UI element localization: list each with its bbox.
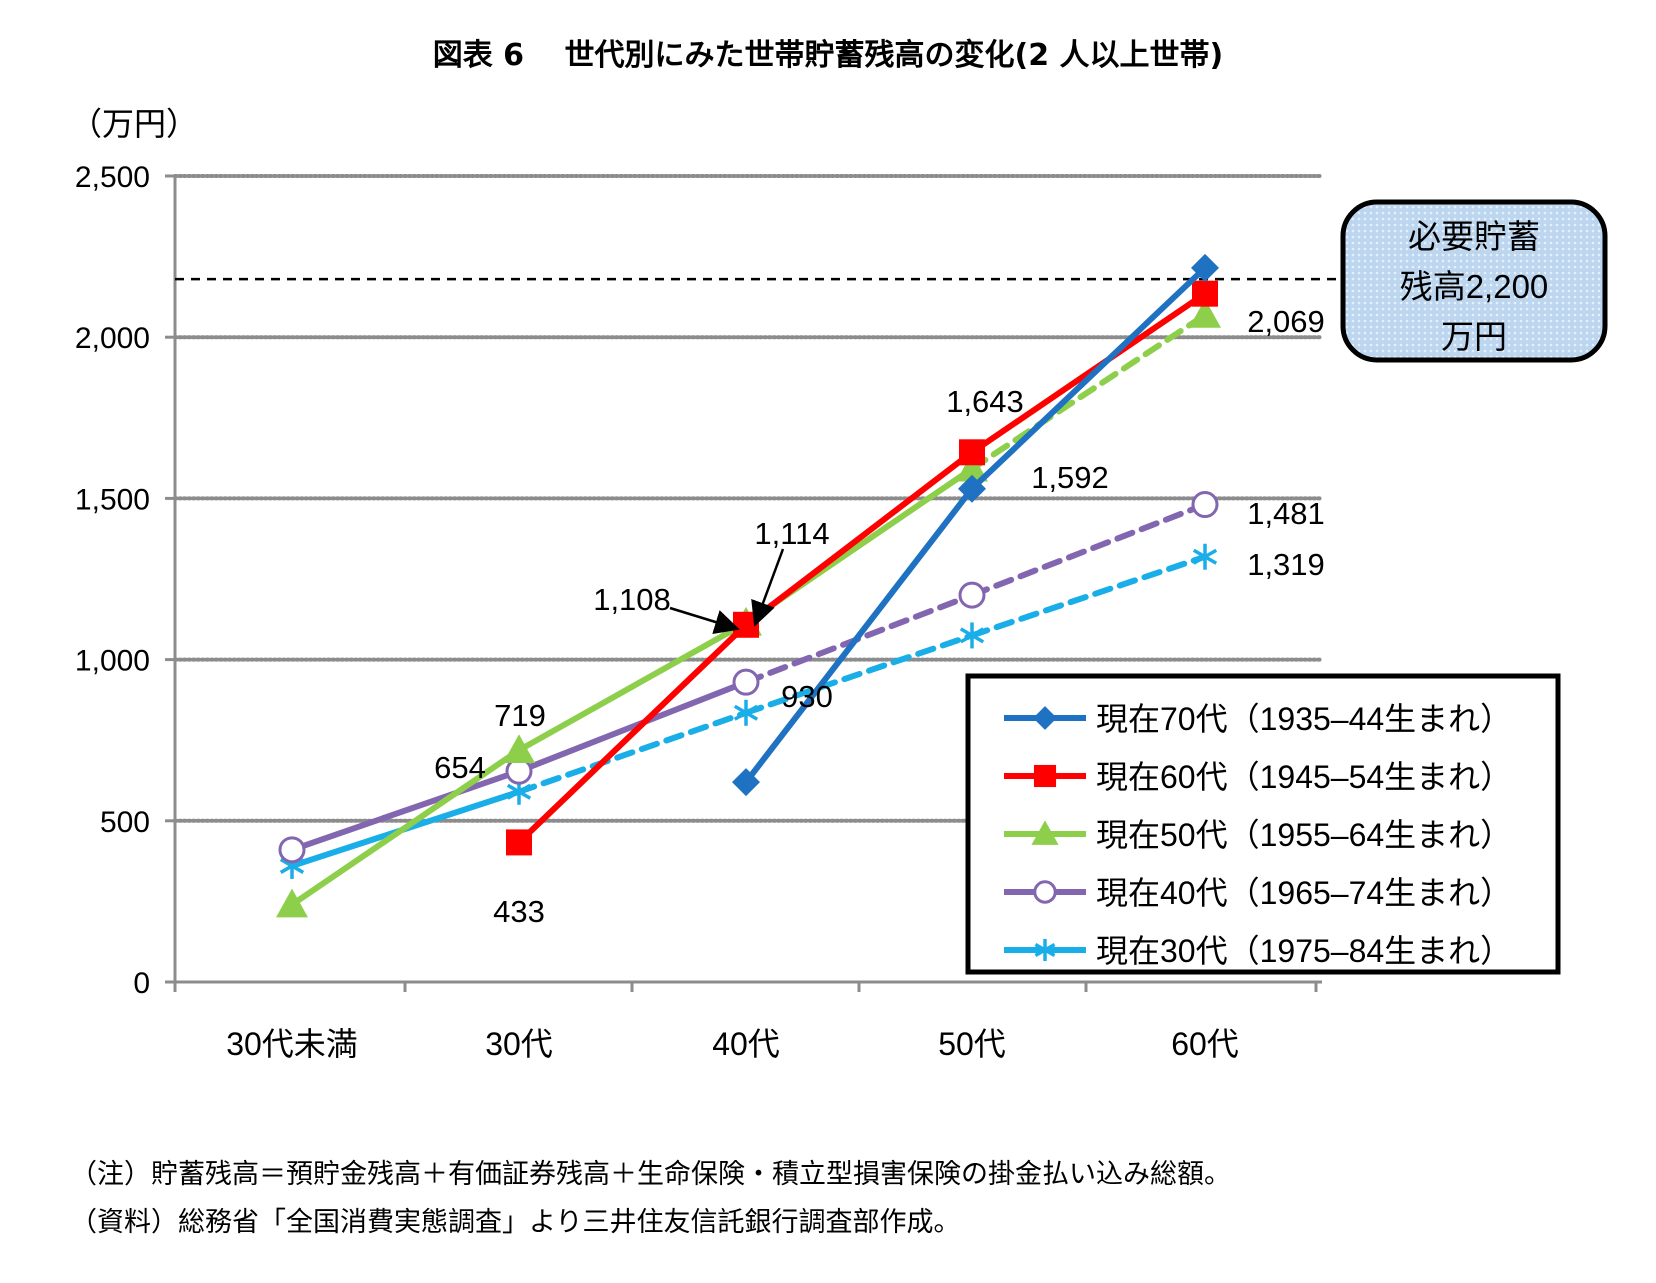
series-line-segment [289, 747, 522, 908]
square-marker [733, 611, 759, 638]
data-label: 433 [493, 894, 545, 929]
callout-text: 万円 [1441, 318, 1507, 355]
asterisk-marker [733, 699, 759, 726]
series-line-segment [516, 679, 749, 775]
legend-label: 現在60代（1945–54生まれ） [1096, 759, 1512, 795]
label-arrows [669, 548, 785, 635]
callout-frame [1340, 199, 1608, 363]
callout-text: 必要貯蓄 [1408, 218, 1540, 255]
legend-item: 現在50代（1955–64生まれ） [1004, 817, 1512, 853]
circle-marker [278, 836, 306, 864]
circle-marker [1033, 880, 1057, 904]
diamond-marker [958, 474, 986, 503]
y-tick-label: 1,000 [75, 645, 150, 678]
y-tick-label: 0 [133, 967, 150, 1000]
circle-marker [958, 581, 986, 609]
asterisk-stroke [1034, 942, 1056, 958]
data-label: 1,643 [946, 384, 1024, 419]
data-labels: 433 1,108 1,643 719 1,114 1,592 2,069 654 930 1,4… [434, 304, 1325, 929]
data-label: 1,319 [1247, 547, 1325, 582]
x-tick-label: 30代 [485, 1026, 553, 1062]
asterisk-stroke [733, 704, 759, 721]
arrow [669, 606, 740, 635]
square-marker [959, 439, 985, 466]
triangle-marker [956, 452, 988, 482]
callout-text: 残高2,200 [1400, 268, 1549, 305]
series-line-segment [743, 632, 975, 716]
legend-item: 現在60代（1945–54生まれ） [1004, 759, 1512, 795]
series-line-segment [516, 709, 749, 795]
legend: 現在70代（1935–44生まれ） 現在60代（1945–54生まれ） 現在50代（… [965, 673, 1561, 975]
series-line-segment [969, 501, 1208, 599]
legend-label: 現在70代（1935–44生まれ） [1096, 701, 1512, 737]
source-note: （資料）総務省「全国消費実態調査」より三井住友信託銀行調査部作成。 [70, 1207, 961, 1238]
legend-label: 現在50代（1955–64生まれ） [1096, 817, 1512, 853]
data-label: 654 [434, 750, 486, 785]
square-marker [506, 829, 532, 856]
triangle-marker [503, 734, 535, 763]
y-tick-label: 1,500 [75, 483, 150, 516]
y-tick-label: 500 [100, 806, 150, 839]
x-tick-label: 30代未満 [226, 1026, 358, 1062]
triangle-marker [1031, 820, 1059, 845]
square-marker [1033, 764, 1057, 788]
x-tick-label: 40代 [712, 1026, 780, 1062]
triangle-marker [1189, 298, 1221, 328]
circle-marker [1191, 491, 1219, 519]
diamond-marker [1191, 253, 1219, 282]
series-line-segment [969, 264, 1208, 492]
chart-title: 図表 6 世代別にみた世帯貯蓄残高の変化(2 人以上世帯) [432, 38, 1224, 73]
legend-frame [965, 673, 1561, 975]
x-tick-label: 60代 [1171, 1026, 1239, 1062]
series-4 [279, 543, 1218, 879]
triangle-marker [276, 888, 308, 918]
legend-item: 現在40代（1965–74生まれ） [1004, 875, 1512, 911]
square-marker [1192, 280, 1218, 307]
series-0 [732, 253, 1219, 797]
y-axis-label: （万円） [70, 106, 198, 142]
arrow [751, 548, 785, 627]
data-label: 1,481 [1247, 496, 1325, 531]
series-line-segment [516, 619, 749, 754]
legend-label: 現在40代（1965–74生まれ） [1096, 875, 1512, 911]
data-label: 719 [494, 698, 546, 733]
asterisk-marker [959, 622, 985, 649]
legend-item: 現在30代（1975–84生まれ） [1004, 933, 1512, 969]
diamond-marker [732, 768, 760, 797]
legend-item: 現在70代（1935–44生まれ） [1004, 701, 1512, 737]
series-line-segment [969, 290, 1208, 456]
asterisk-stroke [279, 857, 305, 874]
series-line-segment [969, 553, 1208, 639]
footnote: （注）貯蓄残高＝預貯金残高＋有価証券残高＋生命保険・積立型損害保険の掛金払い込み… [70, 1159, 1231, 1190]
diamond-marker [1033, 706, 1057, 730]
series-line-segment [743, 449, 975, 628]
series-line-segment [516, 621, 749, 846]
asterisk-stroke [506, 783, 532, 800]
data-label: 1,108 [593, 582, 671, 617]
series-line-segment [969, 311, 1208, 472]
series-line-segment [289, 768, 522, 853]
asterisk-marker [1034, 938, 1056, 962]
asterisk-marker [1192, 543, 1218, 570]
x-tick-label: 50代 [938, 1026, 1006, 1062]
asterisk-stroke [959, 627, 985, 644]
data-label: 930 [781, 679, 833, 714]
data-label: 1,114 [754, 516, 829, 551]
data-label: 1,592 [1031, 460, 1109, 495]
asterisk-stroke [1192, 548, 1218, 565]
circle-marker [732, 668, 760, 696]
legend-label: 現在30代（1975–84生まれ） [1096, 933, 1512, 969]
y-tick-label: 2,000 [75, 322, 150, 355]
series-line-segment [743, 485, 975, 786]
y-tick-label: 2,500 [75, 161, 150, 194]
data-label: 2,069 [1247, 304, 1325, 339]
